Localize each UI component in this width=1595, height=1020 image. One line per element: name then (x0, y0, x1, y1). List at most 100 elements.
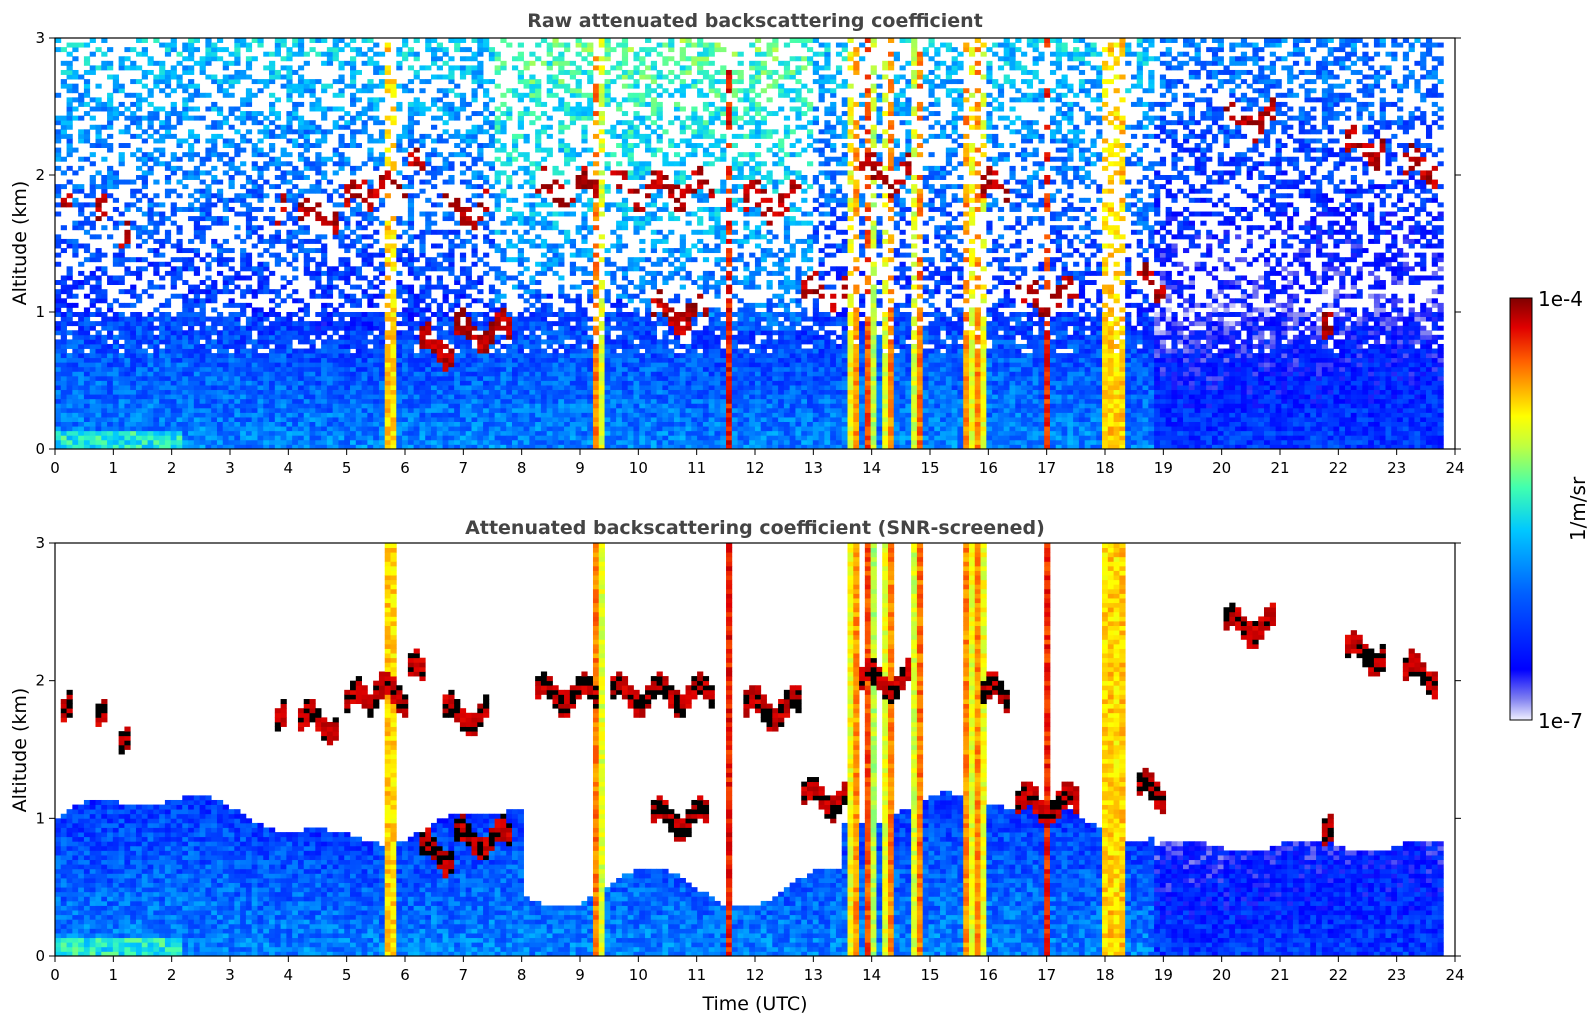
heatmap-cell (263, 394, 270, 400)
heatmap-cell (182, 115, 189, 121)
heatmap-cell (164, 412, 172, 418)
heatmap-cell (361, 389, 368, 395)
heatmap-cell (199, 362, 206, 368)
heatmap-cell (558, 42, 565, 48)
heatmap-cell (251, 357, 258, 363)
heatmap-cell (176, 357, 183, 363)
heatmap-cell (459, 412, 467, 418)
heatmap-cell (338, 202, 345, 208)
heatmap-cell (350, 398, 357, 404)
heatmap-cell (211, 47, 218, 53)
heatmap-cell (286, 83, 293, 89)
heatmap-cell (546, 334, 553, 340)
heatmap-cell (188, 83, 195, 89)
heatmap-cell (292, 138, 299, 144)
heatmap-cell (205, 275, 212, 281)
heatmap-cell (164, 129, 172, 135)
heatmap-cell (60, 69, 67, 75)
heatmap-cell (107, 334, 114, 340)
heatmap-cell (297, 65, 305, 71)
heatmap-cell (448, 362, 455, 368)
heatmap-cell (263, 238, 270, 244)
heatmap-cell (552, 220, 559, 226)
heatmap-cell (216, 403, 224, 409)
heatmap-cell (332, 421, 339, 427)
heatmap-cell (170, 353, 177, 359)
heatmap-cell (234, 74, 241, 80)
heatmap-cell (413, 51, 420, 57)
heatmap-cell (130, 316, 137, 322)
heatmap-cell (355, 234, 362, 240)
heatmap-cell (326, 385, 334, 391)
heatmap-cell (477, 193, 484, 199)
heatmap-cell (60, 430, 67, 436)
heatmap-cell (107, 430, 114, 436)
heatmap-cell (147, 92, 154, 98)
heatmap-cell (257, 120, 264, 126)
heatmap-cell (390, 120, 397, 126)
heatmap-cell (350, 243, 357, 249)
heatmap-cell (373, 284, 380, 290)
heatmap-cell (407, 302, 415, 308)
heatmap-cell (55, 238, 62, 244)
heatmap-cell (124, 371, 131, 377)
heatmap-cell (454, 403, 461, 409)
heatmap-cell (141, 366, 148, 372)
heatmap-cell (361, 348, 368, 354)
heatmap-cell (164, 69, 172, 75)
heatmap-cell (315, 417, 322, 422)
heatmap-cell (107, 106, 114, 112)
heatmap-cell (245, 407, 253, 413)
heatmap-cell (95, 234, 102, 240)
heatmap-cell (292, 206, 299, 212)
heatmap-cell (558, 184, 565, 190)
heatmap-cell (228, 357, 235, 363)
heatmap-cell (107, 325, 114, 331)
heatmap-cell (240, 115, 247, 121)
heatmap-cell (344, 298, 351, 304)
heatmap-cell (442, 211, 449, 217)
heatmap-cell (159, 275, 166, 281)
heatmap-cell (413, 101, 420, 107)
heatmap-cell (95, 106, 102, 112)
heatmap-cell (240, 289, 247, 295)
heatmap-cell (240, 211, 247, 217)
heatmap-cell (494, 366, 501, 372)
heatmap-cell (55, 339, 62, 345)
heatmap-cell (228, 156, 235, 162)
heatmap-cell (303, 248, 310, 254)
heatmap-cell (355, 362, 362, 368)
heatmap-cell (506, 152, 513, 158)
heatmap-cell (488, 389, 496, 395)
heatmap-cell (66, 60, 73, 66)
heatmap-cell (350, 60, 357, 66)
heatmap-cell (413, 444, 420, 449)
heatmap-cell (205, 152, 212, 158)
heatmap-cell (471, 280, 478, 285)
heatmap-cell (297, 371, 305, 377)
heatmap-cell (564, 330, 571, 336)
heatmap-cell (396, 430, 403, 436)
heatmap-cell (332, 120, 339, 126)
heatmap-cell (523, 321, 530, 327)
heatmap-cell (350, 238, 357, 244)
heatmap-cell (459, 257, 467, 263)
heatmap-cell (274, 257, 281, 263)
heatmap-cell (153, 284, 160, 290)
heatmap-cell (558, 398, 565, 404)
heatmap-cell (107, 111, 114, 117)
heatmap-cell (240, 147, 247, 153)
heatmap-cell (89, 321, 96, 327)
heatmap-cell (147, 430, 154, 436)
heatmap-cell (535, 380, 542, 386)
heatmap-cell (477, 430, 484, 436)
heatmap-cell (176, 439, 183, 445)
heatmap-cell (147, 353, 154, 359)
heatmap-cell (350, 362, 357, 368)
heatmap-cell (564, 156, 571, 162)
heatmap-cell (292, 348, 299, 354)
heatmap-cell (55, 375, 62, 381)
heatmap-cell (286, 412, 293, 418)
heatmap-cell (431, 60, 438, 66)
heatmap-cell (517, 111, 524, 117)
